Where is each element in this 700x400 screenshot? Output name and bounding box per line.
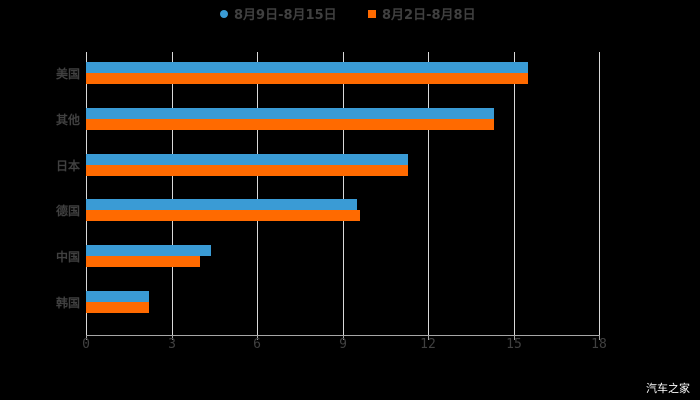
- bar-series2[interactable]: [86, 256, 200, 267]
- bar-series2[interactable]: [86, 73, 528, 84]
- category-label: 日本: [55, 159, 80, 173]
- bar-series2[interactable]: [86, 210, 360, 221]
- bar-series2[interactable]: [86, 165, 408, 176]
- x-tick-label: 9: [339, 337, 347, 352]
- category-label: 韩国: [55, 296, 80, 310]
- x-tick-label: 0: [82, 337, 90, 352]
- x-tick: [599, 335, 600, 340]
- gridline: [514, 52, 515, 335]
- x-tick-label: 15: [506, 337, 522, 352]
- x-tick: [514, 335, 515, 340]
- x-tick: [428, 335, 429, 340]
- legend-label: 8月2日-8月8日: [382, 8, 476, 23]
- gridline: [428, 52, 429, 335]
- legend-item-series1[interactable]: 8月9日-8月15日: [220, 4, 337, 23]
- gridline: [599, 52, 600, 335]
- category-label: 中国: [55, 250, 80, 264]
- watermark: 汽车之家: [646, 382, 690, 395]
- x-tick: [343, 335, 344, 340]
- gridline: [172, 52, 173, 335]
- legend-label: 8月9日-8月15日: [234, 8, 337, 23]
- bar-series1[interactable]: [86, 62, 528, 73]
- bar-series2[interactable]: [86, 119, 494, 130]
- x-tick: [257, 335, 258, 340]
- gridline: [343, 52, 344, 335]
- circle-marker-icon: [220, 9, 228, 18]
- category-label: 德国: [55, 204, 80, 218]
- x-tick-label: 3: [168, 337, 176, 352]
- bar-series1[interactable]: [86, 154, 408, 165]
- y-axis-line: [86, 52, 87, 335]
- bar-series1[interactable]: [86, 291, 149, 302]
- x-tick: [86, 335, 87, 340]
- legend-item-series2[interactable]: 8月2日-8月8日: [368, 4, 476, 23]
- x-tick: [172, 335, 173, 340]
- legend: 8月9日-8月15日 8月2日-8月8日: [0, 4, 700, 24]
- bar-series1[interactable]: [86, 199, 357, 210]
- bar-series2[interactable]: [86, 302, 149, 313]
- x-tick-label: 6: [253, 337, 261, 352]
- bar-series1[interactable]: [86, 245, 211, 256]
- x-tick-label: 18: [591, 337, 607, 352]
- category-label: 其他: [55, 113, 80, 127]
- category-label: 美国: [55, 67, 80, 81]
- x-tick-label: 12: [420, 337, 436, 352]
- square-marker-icon: [368, 9, 376, 18]
- gridline: [257, 52, 258, 335]
- bar-series1[interactable]: [86, 108, 494, 119]
